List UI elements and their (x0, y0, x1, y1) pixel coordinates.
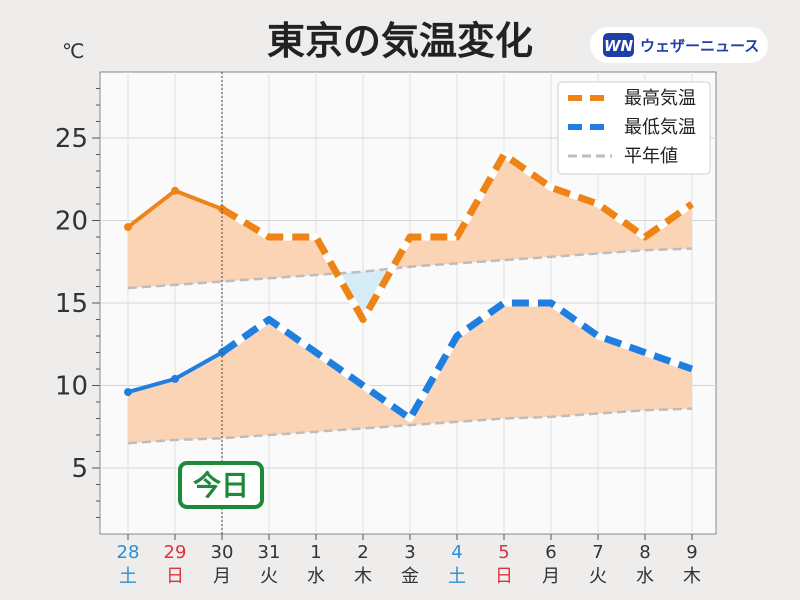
x-tick-day: 4 (451, 542, 462, 563)
x-tick-day: 9 (686, 542, 697, 563)
x-tick-weekday: 火 (260, 566, 278, 587)
x-tick-day: 8 (639, 542, 650, 563)
normal-low-line (127, 407, 693, 445)
anomaly-fill (175, 190, 222, 285)
x-tick-weekday: 木 (683, 566, 701, 587)
x-tick-weekday: 土 (119, 566, 137, 587)
x-axis: 28 土 29 日 30 月 31 火 1 水 2 木 3 金 4 土 5 日 6 月 7 火 8 水 9 木 (117, 534, 701, 587)
x-tick-weekday: 土 (448, 566, 466, 587)
x-tick-day: 7 (592, 542, 603, 563)
low-forecast-line (219, 299, 694, 422)
brand-logo-icon (603, 33, 634, 57)
anomaly-fill (269, 237, 316, 279)
x-tick-day: 2 (357, 542, 368, 563)
brand-name: ウェザーニュース (640, 37, 759, 55)
y-tick-label: 15 (55, 289, 88, 319)
y-tick-label: 10 (55, 372, 88, 402)
anomaly-fill (504, 303, 551, 419)
high-point (124, 223, 132, 232)
x-tick-weekday: 金 (401, 566, 419, 587)
x-tick-day: 3 (404, 542, 415, 563)
y-axis-unit: ℃ (62, 39, 84, 63)
x-tick-day: 31 (258, 542, 281, 563)
low-point (124, 388, 132, 397)
anomaly-fill (410, 237, 457, 267)
x-tick-weekday: 水 (307, 566, 325, 587)
normal-high-line (127, 247, 693, 290)
x-tick-weekday: 木 (354, 566, 372, 587)
high-point (171, 186, 179, 195)
x-tick-weekday: 月 (542, 566, 560, 587)
x-tick-weekday: 日 (495, 566, 513, 587)
brand-badge-bg (590, 27, 768, 63)
legend-label-normal: 平年値 (624, 146, 678, 167)
x-tick-day: 1 (310, 542, 321, 563)
chart-title: 東京の気温変化 (267, 19, 533, 63)
x-tick-day: 5 (498, 542, 509, 563)
x-tick-day: 29 (164, 542, 187, 563)
anomaly-fill (316, 352, 363, 432)
today-box (178, 461, 264, 509)
x-tick-day: 30 (211, 542, 234, 563)
anomaly-fill (598, 336, 645, 414)
y-axis: 5 10 15 20 25 (55, 88, 100, 518)
legend-label-high: 最高気温 (624, 88, 696, 109)
x-tick-weekday: 火 (589, 566, 607, 587)
anomaly-fill (128, 190, 175, 289)
anomaly-fill (551, 187, 598, 257)
x-tick-weekday: 水 (636, 566, 654, 587)
x-tick-weekday: 月 (213, 566, 231, 587)
anomaly-fill (222, 319, 269, 439)
low-point (171, 374, 179, 383)
x-tick-day: 6 (545, 542, 556, 563)
today-label: 今日 (193, 469, 249, 502)
anomaly-fill (128, 378, 175, 444)
anomaly-fill (222, 208, 269, 282)
today-badge: 今日 (178, 461, 264, 509)
y-tick-label: 25 (55, 124, 88, 154)
y-tick-label: 5 (71, 454, 88, 484)
x-tick-day: 28 (117, 542, 140, 563)
high-forecast-line (220, 151, 695, 323)
brand-logo-text: WN (604, 37, 634, 55)
legend: 最高気温 最低気温 平年値 (557, 81, 711, 175)
anomaly-fill (457, 303, 504, 422)
x-tick-weekday: 日 (166, 566, 184, 587)
y-tick-label: 20 (55, 207, 88, 237)
series-lines (126, 151, 695, 445)
legend-box (557, 81, 711, 175)
brand-badge: WN ウェザーニュース (590, 27, 768, 63)
legend-label-low: 最低気温 (624, 117, 696, 138)
